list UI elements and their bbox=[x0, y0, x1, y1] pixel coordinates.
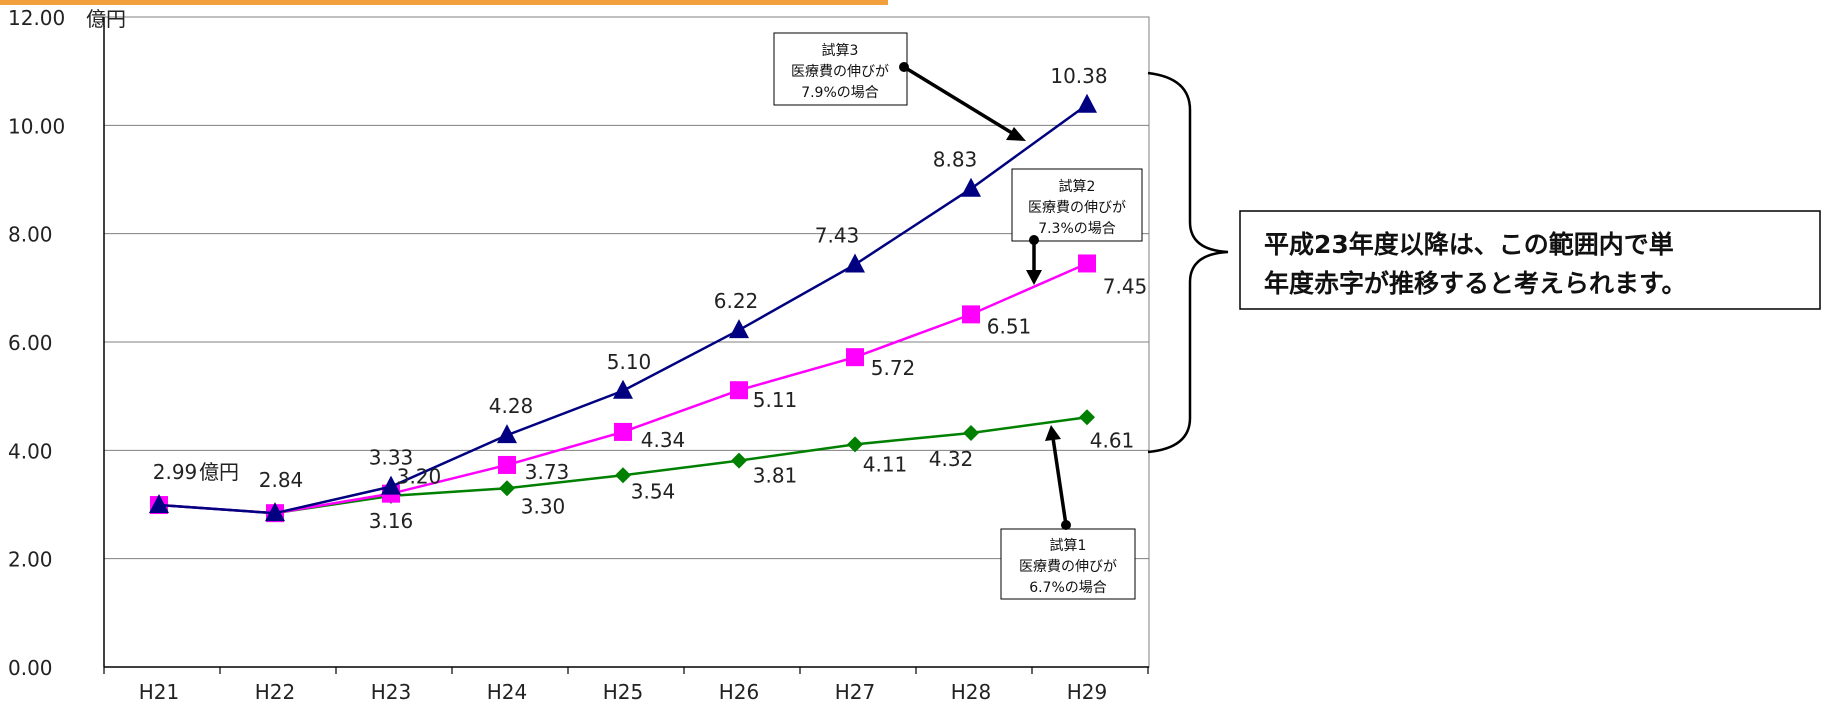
point-s1 bbox=[1079, 409, 1095, 426]
data-label-s2: 6.51 bbox=[987, 314, 1032, 338]
callout-trial3-arrow bbox=[899, 62, 1026, 141]
point-s2 bbox=[962, 305, 980, 324]
y-tick-label: 6.00 bbox=[8, 331, 53, 355]
point-s2 bbox=[614, 422, 632, 441]
y-tick-label: 10.00 bbox=[8, 114, 65, 138]
data-label-s2: 3.73 bbox=[525, 460, 570, 484]
y-tick-label: 8.00 bbox=[8, 223, 53, 247]
summary-line2: 年度赤字が推移すると考えられます。 bbox=[1264, 269, 1687, 298]
callout-trial2-arrow bbox=[1026, 235, 1042, 285]
data-label-s2: 7.45 bbox=[1103, 274, 1148, 298]
data-label-s1: 3.81 bbox=[753, 464, 798, 488]
point-s1 bbox=[963, 425, 979, 441]
data-label-s1: 4.61 bbox=[1090, 428, 1135, 452]
point-s3 bbox=[613, 379, 633, 399]
point-s3 bbox=[265, 502, 285, 522]
range-brace bbox=[1147, 71, 1229, 454]
summary-box-frame bbox=[1239, 210, 1821, 310]
x-tick-label: H26 bbox=[719, 680, 760, 704]
data-label-s3: 3.33 bbox=[369, 446, 414, 470]
point-s1 bbox=[731, 452, 747, 469]
data-label-s2: 4.34 bbox=[641, 428, 686, 452]
data-label-s1: 3.54 bbox=[631, 479, 676, 503]
data-label-s1: 3.16 bbox=[369, 509, 414, 533]
top-accent-bar bbox=[0, 0, 888, 5]
point-s2 bbox=[498, 455, 516, 474]
data-label-s3: 7.43 bbox=[815, 224, 860, 248]
point-s3 bbox=[381, 475, 401, 495]
callout-trial3: 試算3 医療費の伸びが 7.9%の場合 bbox=[773, 32, 908, 106]
series-layer bbox=[149, 93, 1097, 523]
callout-trial3-line1: 試算3 bbox=[822, 43, 859, 59]
point-s3 bbox=[729, 319, 749, 339]
y-tick-label: 12.00 bbox=[8, 6, 65, 30]
data-label-s3: 5.10 bbox=[607, 350, 652, 374]
y-axis-unit: 億円 bbox=[86, 7, 126, 31]
callout-trial1-arrow bbox=[1045, 425, 1071, 530]
data-labels: 3.16 3.30 3.54 3.81 4.11 4.32 4.61 3.20 3.73 4.34… bbox=[153, 64, 1148, 533]
x-tick-label: H24 bbox=[487, 680, 528, 704]
point-s3 bbox=[1077, 93, 1097, 113]
callout-trial2-box bbox=[1011, 168, 1143, 242]
point-s2 bbox=[846, 348, 864, 367]
data-label-s2: 3.20 bbox=[397, 465, 442, 489]
x-tick-label: H22 bbox=[255, 680, 296, 704]
x-tick-labels: H21 H22 H23 H24 H25 H26 H27 H28 H29 bbox=[139, 680, 1108, 704]
data-label-s3: 2.84 bbox=[259, 468, 304, 492]
data-label-s2: 5.11 bbox=[753, 388, 798, 412]
first-value-unit: 億円 bbox=[199, 460, 239, 484]
data-label-s3: 10.38 bbox=[1050, 64, 1107, 88]
callout-trial1-line3: 6.7%の場合 bbox=[1029, 580, 1107, 596]
data-label-s3: 8.83 bbox=[933, 148, 978, 172]
data-label-s1: 4.32 bbox=[929, 447, 974, 471]
point-s1 bbox=[847, 436, 863, 453]
x-tick-label: H27 bbox=[835, 680, 876, 704]
callout-trial2-line3: 7.3%の場合 bbox=[1038, 221, 1116, 237]
data-label-s1: 4.11 bbox=[863, 452, 908, 476]
callout-trial2-line1: 試算2 bbox=[1059, 179, 1096, 195]
callout-trial2: 試算2 医療費の伸びが 7.3%の場合 bbox=[1011, 168, 1143, 242]
y-tick-label: 4.00 bbox=[8, 439, 53, 463]
point-s2 bbox=[1078, 254, 1096, 273]
x-tick-label: H23 bbox=[371, 680, 412, 704]
summary-box: 平成23年度以降は、この範囲内で単 年度赤字が推移すると考えられます。 bbox=[1239, 210, 1821, 310]
callout-trial1-line1: 試算1 bbox=[1050, 538, 1087, 554]
point-s3 bbox=[845, 253, 865, 273]
x-tick-label: H28 bbox=[951, 680, 992, 704]
callout-trial3-box bbox=[773, 32, 908, 106]
point-s2 bbox=[730, 381, 748, 400]
data-label-s1: 3.30 bbox=[521, 494, 566, 518]
data-label-s2: 5.72 bbox=[871, 356, 916, 380]
y-tick-label: 2.00 bbox=[8, 548, 53, 572]
x-tick-label: H25 bbox=[603, 680, 644, 704]
callout-trial1: 試算1 医療費の伸びが 6.7%の場合 bbox=[1000, 528, 1136, 600]
point-s3 bbox=[961, 177, 981, 197]
point-s3 bbox=[497, 424, 517, 444]
summary-line1: 平成23年度以降は、この範囲内で単 bbox=[1264, 230, 1674, 259]
data-label-s3: 4.28 bbox=[489, 394, 534, 418]
point-s3 bbox=[149, 494, 169, 514]
callout-trial3-line3: 7.9%の場合 bbox=[801, 85, 879, 101]
axes bbox=[103, 17, 1149, 674]
callout-trial2-line2: 医療費の伸びが bbox=[1028, 199, 1126, 216]
point-s1 bbox=[499, 480, 515, 497]
grid-lines bbox=[104, 124, 1149, 560]
x-tick-label: H21 bbox=[139, 680, 180, 704]
y-tick-labels: 0.00 2.00 4.00 6.00 8.00 10.00 12.00 bbox=[8, 6, 65, 680]
x-tick-label: H29 bbox=[1067, 680, 1108, 704]
point-s1 bbox=[615, 467, 631, 484]
callout-trial1-box bbox=[1000, 528, 1136, 600]
callout-trial1-line2: 医療費の伸びが bbox=[1019, 558, 1117, 575]
y-tick-label: 0.00 bbox=[8, 656, 53, 680]
callout-trial3-line2: 医療費の伸びが bbox=[791, 63, 889, 80]
data-label-s3: 2.99 bbox=[153, 460, 198, 484]
data-label-s3: 6.22 bbox=[714, 289, 759, 313]
